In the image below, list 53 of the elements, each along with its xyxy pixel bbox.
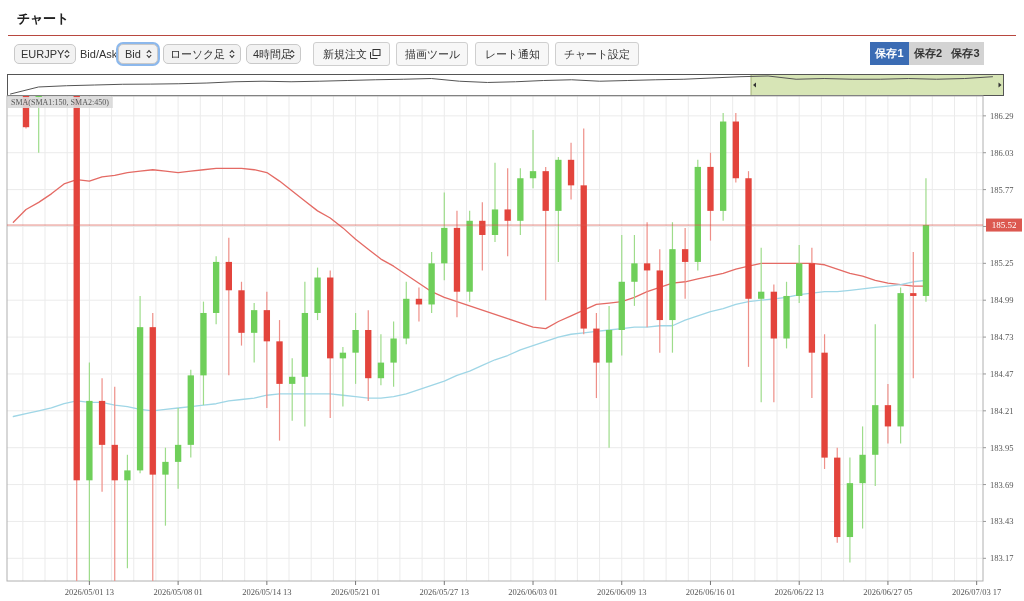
x-tick-label: 2026/06/09 13: [597, 587, 647, 597]
x-tick-label: 2026/05/01 13: [64, 587, 115, 597]
candlestick: [681, 227, 689, 300]
text: チャート: [17, 11, 69, 27]
button: チャート設定: [555, 42, 639, 66]
x-tick-label: 2026/07/03 17: [951, 587, 1002, 597]
x-tick-label: 2026/06/27 05: [863, 587, 913, 597]
candlestick: [352, 312, 359, 385]
candlestick: [910, 251, 917, 379]
dropdown: 4時間足: [246, 44, 301, 64]
x-tick-label: 2026/06/03 01: [508, 587, 558, 597]
x-tick-label: 2026/05/27 13: [419, 587, 469, 597]
y-tick-label: 183.17: [990, 553, 1014, 564]
y-tick-label: 186.29: [990, 110, 1014, 121]
candlestick: [289, 357, 296, 422]
ref-line-label: 185.52: [991, 220, 1017, 231]
y-tick-label: 183.95: [990, 442, 1014, 453]
dropdown: EURJPY: [14, 44, 76, 64]
y-tick-label: 185.77: [990, 184, 1014, 195]
x-tick-label: 2026/06/22 13: [774, 587, 824, 597]
y-tick-label: 183.43: [990, 516, 1014, 527]
tab-active: 保存1: [870, 42, 909, 65]
y-tick-label: 183.69: [990, 479, 1014, 490]
y-tick-label: 184.73: [990, 332, 1014, 343]
y-tick-label: 184.47: [990, 368, 1014, 379]
candlestick: [884, 383, 892, 445]
button: レート通知: [475, 42, 549, 66]
dropdown: Bid: [118, 44, 158, 64]
y-tick-label: 185.25: [990, 258, 1014, 269]
button: 新規注文: [313, 42, 390, 66]
text: Bid/Ask: [80, 47, 118, 62]
annotation: SMA(SMA1:150, SMA2:450): [11, 98, 110, 108]
x-tick-label: 2026/05/08 01: [153, 587, 203, 597]
button: 描画ツール: [396, 42, 468, 66]
x-tick-label: 2026/06/16 01: [685, 587, 736, 597]
x-tick-label: 2026/05/14 13: [242, 587, 292, 597]
y-tick-label: 184.21: [990, 405, 1014, 416]
candlestick: [504, 167, 511, 257]
candlestick: [529, 129, 537, 189]
candlestick: [643, 221, 651, 328]
tab: 保存3: [947, 42, 984, 65]
dropdown: ローソク足: [163, 44, 241, 64]
candlestick: [251, 302, 258, 364]
tab: 保存2: [909, 42, 947, 65]
candlestick: [377, 333, 385, 386]
x-tick-label: 2026/05/21 01: [330, 587, 381, 597]
candlestick: [124, 454, 131, 569]
candlestick: [162, 447, 169, 527]
y-tick-label: 186.03: [990, 147, 1014, 158]
candlestick: [758, 247, 765, 403]
candlestick: [631, 234, 638, 307]
candlestick: [174, 407, 182, 490]
y-tick-label: 184.99: [990, 295, 1014, 306]
